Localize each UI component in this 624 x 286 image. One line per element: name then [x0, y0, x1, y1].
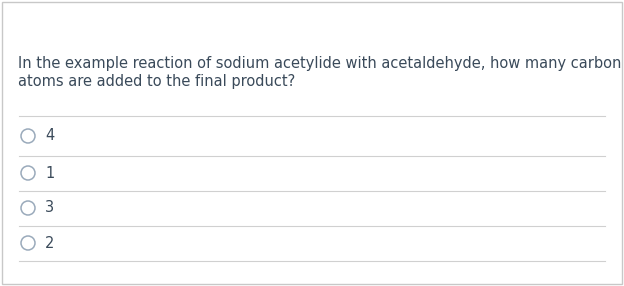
Text: 1: 1: [45, 166, 54, 180]
Text: 4: 4: [45, 128, 54, 144]
Text: 3: 3: [45, 200, 54, 215]
Text: atoms are added to the final product?: atoms are added to the final product?: [18, 74, 295, 89]
Text: 2: 2: [45, 235, 54, 251]
Text: In the example reaction of sodium acetylide with acetaldehyde, how many carbon: In the example reaction of sodium acetyl…: [18, 56, 622, 71]
